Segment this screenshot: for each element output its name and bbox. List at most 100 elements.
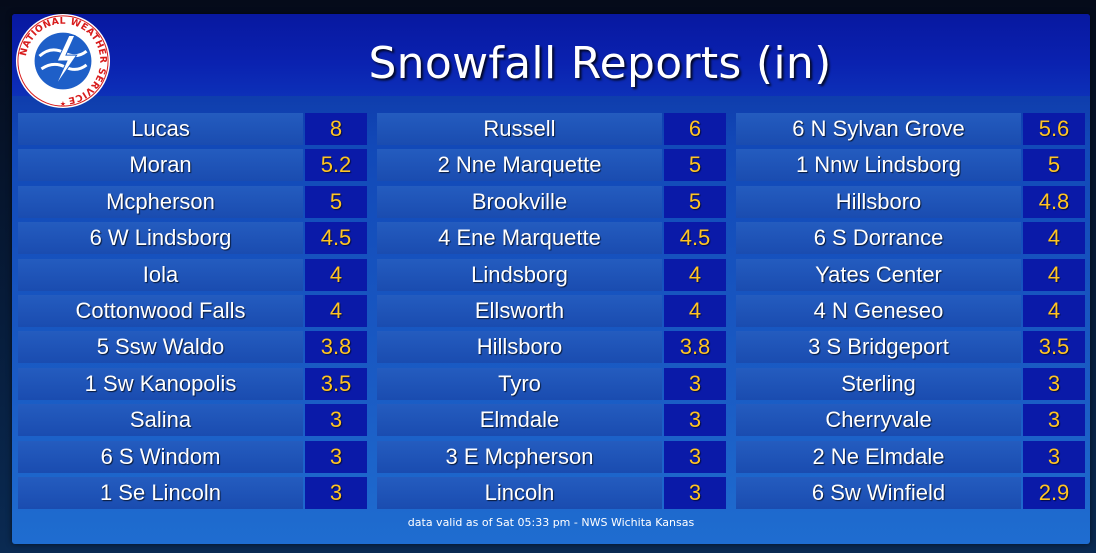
snowfall-value: 3.5 (305, 368, 367, 400)
location-name: Iola (18, 259, 303, 291)
snowfall-value: 5 (664, 186, 726, 218)
report-cell: Tyro 3 (377, 368, 726, 400)
snowfall-value: 3.8 (664, 331, 726, 363)
report-cell: 4 Ene Marquette 4.5 (377, 222, 726, 254)
location-name: Tyro (377, 368, 662, 400)
location-name: 5 Ssw Waldo (18, 331, 303, 363)
location-name: 1 Nnw Lindsborg (736, 149, 1021, 181)
location-name: Lincoln (377, 477, 662, 509)
location-name: 6 Sw Winfield (736, 477, 1021, 509)
snowfall-value: 5.2 (305, 149, 367, 181)
report-cell: Moran 5.2 (18, 149, 367, 181)
snowfall-value: 3 (305, 477, 367, 509)
snowfall-value: 4 (305, 295, 367, 327)
report-cell: 1 Sw Kanopolis 3.5 (18, 368, 367, 400)
snowfall-value: 6 (664, 113, 726, 145)
report-cell: Elmdale 3 (377, 404, 726, 436)
location-name: Cottonwood Falls (18, 295, 303, 327)
report-cell: 1 Se Lincoln 3 (18, 477, 367, 509)
snowfall-value: 3 (664, 404, 726, 436)
location-name: 3 S Bridgeport (736, 331, 1021, 363)
snowfall-value: 3 (305, 441, 367, 473)
report-cell: Mcpherson 5 (18, 186, 367, 218)
report-cell: Lincoln 3 (377, 477, 726, 509)
location-name: 6 W Lindsborg (18, 222, 303, 254)
report-cell: Lindsborg 4 (377, 259, 726, 291)
location-name: 3 E Mcpherson (377, 441, 662, 473)
location-name: 4 N Geneseo (736, 295, 1021, 327)
location-name: Yates Center (736, 259, 1021, 291)
location-name: 2 Nne Marquette (377, 149, 662, 181)
snowfall-value: 2.9 (1023, 477, 1085, 509)
snowfall-value: 3.5 (1023, 331, 1085, 363)
report-cell: Yates Center 4 (736, 259, 1085, 291)
location-name: Lucas (18, 113, 303, 145)
report-cell: 6 N Sylvan Grove 5.6 (736, 113, 1085, 145)
report-cell: 2 Ne Elmdale 3 (736, 441, 1085, 473)
report-cell: 6 Sw Winfield 2.9 (736, 477, 1085, 509)
location-name: Mcpherson (18, 186, 303, 218)
location-name: Russell (377, 113, 662, 145)
header-band (12, 14, 1090, 96)
snowfall-value: 3 (664, 477, 726, 509)
snowfall-value: 5 (1023, 149, 1085, 181)
report-cell: Hillsboro 3.8 (377, 331, 726, 363)
report-cell: 5 Ssw Waldo 3.8 (18, 331, 367, 363)
report-cell: Salina 3 (18, 404, 367, 436)
snowfall-value: 5 (664, 149, 726, 181)
report-cell: 6 W Lindsborg 4.5 (18, 222, 367, 254)
location-name: Moran (18, 149, 303, 181)
snowfall-value: 4.8 (1023, 186, 1085, 218)
snowfall-value: 5 (305, 186, 367, 218)
location-name: Hillsboro (377, 331, 662, 363)
location-name: Brookville (377, 186, 662, 218)
snowfall-value: 4 (1023, 259, 1085, 291)
location-name: Lindsborg (377, 259, 662, 291)
snowfall-value: 4 (664, 295, 726, 327)
location-name: 1 Sw Kanopolis (18, 368, 303, 400)
snowfall-value: 3 (664, 368, 726, 400)
snowfall-value: 3 (305, 404, 367, 436)
snowfall-value: 3 (1023, 441, 1085, 473)
location-name: 4 Ene Marquette (377, 222, 662, 254)
report-cell: Russell 6 (377, 113, 726, 145)
snowfall-value: 4 (1023, 222, 1085, 254)
snowfall-value: 3.8 (305, 331, 367, 363)
snowfall-value: 5.6 (1023, 113, 1085, 145)
svg-text:★: ★ (60, 100, 66, 108)
location-name: Cherryvale (736, 404, 1021, 436)
snowfall-value: 4.5 (664, 222, 726, 254)
report-cell: Hillsboro 4.8 (736, 186, 1085, 218)
report-cell: Cottonwood Falls 4 (18, 295, 367, 327)
location-name: Elmdale (377, 404, 662, 436)
location-name: 1 Se Lincoln (18, 477, 303, 509)
location-name: 6 N Sylvan Grove (736, 113, 1021, 145)
location-name: 2 Ne Elmdale (736, 441, 1021, 473)
report-cell: Iola 4 (18, 259, 367, 291)
footer-note: data valid as of Sat 05:33 pm - NWS Wich… (407, 516, 695, 529)
report-cell: Ellsworth 4 (377, 295, 726, 327)
report-cell: Brookville 5 (377, 186, 726, 218)
report-cell: 3 E Mcpherson 3 (377, 441, 726, 473)
snowfall-value: 4.5 (305, 222, 367, 254)
snowfall-value: 3 (1023, 404, 1085, 436)
location-name: 6 S Dorrance (736, 222, 1021, 254)
location-name: Hillsboro (736, 186, 1021, 218)
snowfall-value: 8 (305, 113, 367, 145)
report-cell: 1 Nnw Lindsborg 5 (736, 149, 1085, 181)
nws-logo-icon: NATIONAL WEATHER SERVICE ★ (15, 13, 111, 108)
report-cell: 6 S Windom 3 (18, 441, 367, 473)
report-cell: 2 Nne Marquette 5 (377, 149, 726, 181)
location-name: Ellsworth (377, 295, 662, 327)
location-name: 6 S Windom (18, 441, 303, 473)
report-cell: 4 N Geneseo 4 (736, 295, 1085, 327)
report-cell: 3 S Bridgeport 3.5 (736, 331, 1085, 363)
snowfall-value: 3 (1023, 368, 1085, 400)
report-cell: Cherryvale 3 (736, 404, 1085, 436)
report-cell: 6 S Dorrance 4 (736, 222, 1085, 254)
location-name: Sterling (736, 368, 1021, 400)
snowfall-value: 3 (664, 441, 726, 473)
snowfall-value: 4 (305, 259, 367, 291)
location-name: Salina (18, 404, 303, 436)
snowfall-value: 4 (664, 259, 726, 291)
